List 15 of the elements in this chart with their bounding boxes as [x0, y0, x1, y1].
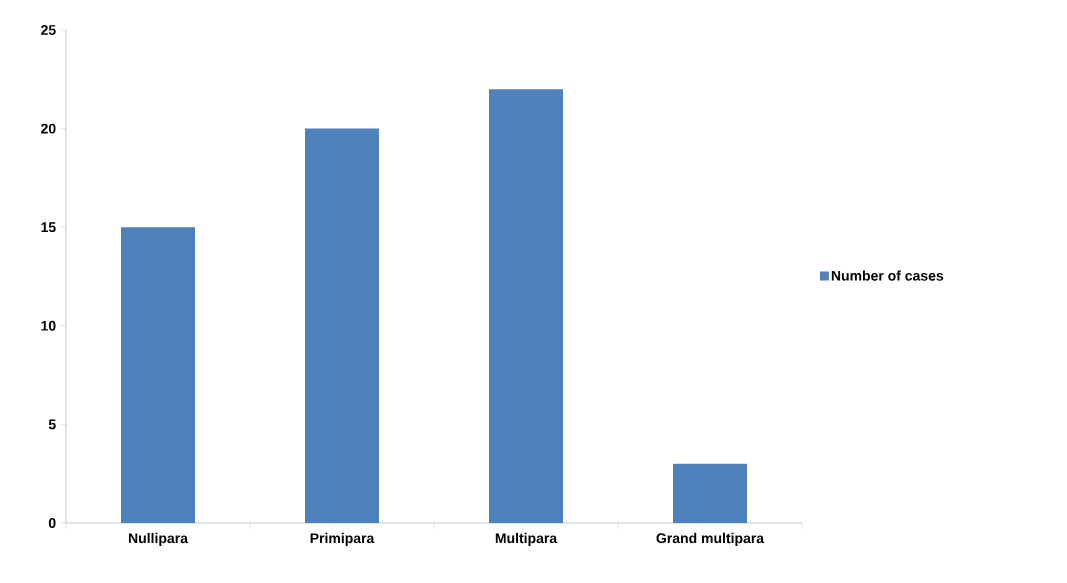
y-tick-label: 10: [41, 320, 56, 331]
bar: [305, 128, 379, 523]
bar: [121, 227, 195, 523]
y-tick-label: 5: [48, 419, 56, 430]
y-tick-label: 15: [41, 222, 56, 233]
x-tick-label: Primipara: [310, 532, 375, 546]
y-tick-label: 25: [41, 25, 56, 35]
legend-label: Number of cases: [831, 270, 944, 281]
x-tick-label: Multipara: [495, 532, 558, 546]
x-tick-label: Nullipara: [128, 532, 189, 546]
x-tick-label: Grand multipara: [656, 532, 765, 546]
y-tick-label: 20: [41, 123, 56, 134]
bar: [673, 463, 748, 523]
y-tick-label: 0: [48, 518, 56, 528]
bar: [489, 89, 563, 523]
